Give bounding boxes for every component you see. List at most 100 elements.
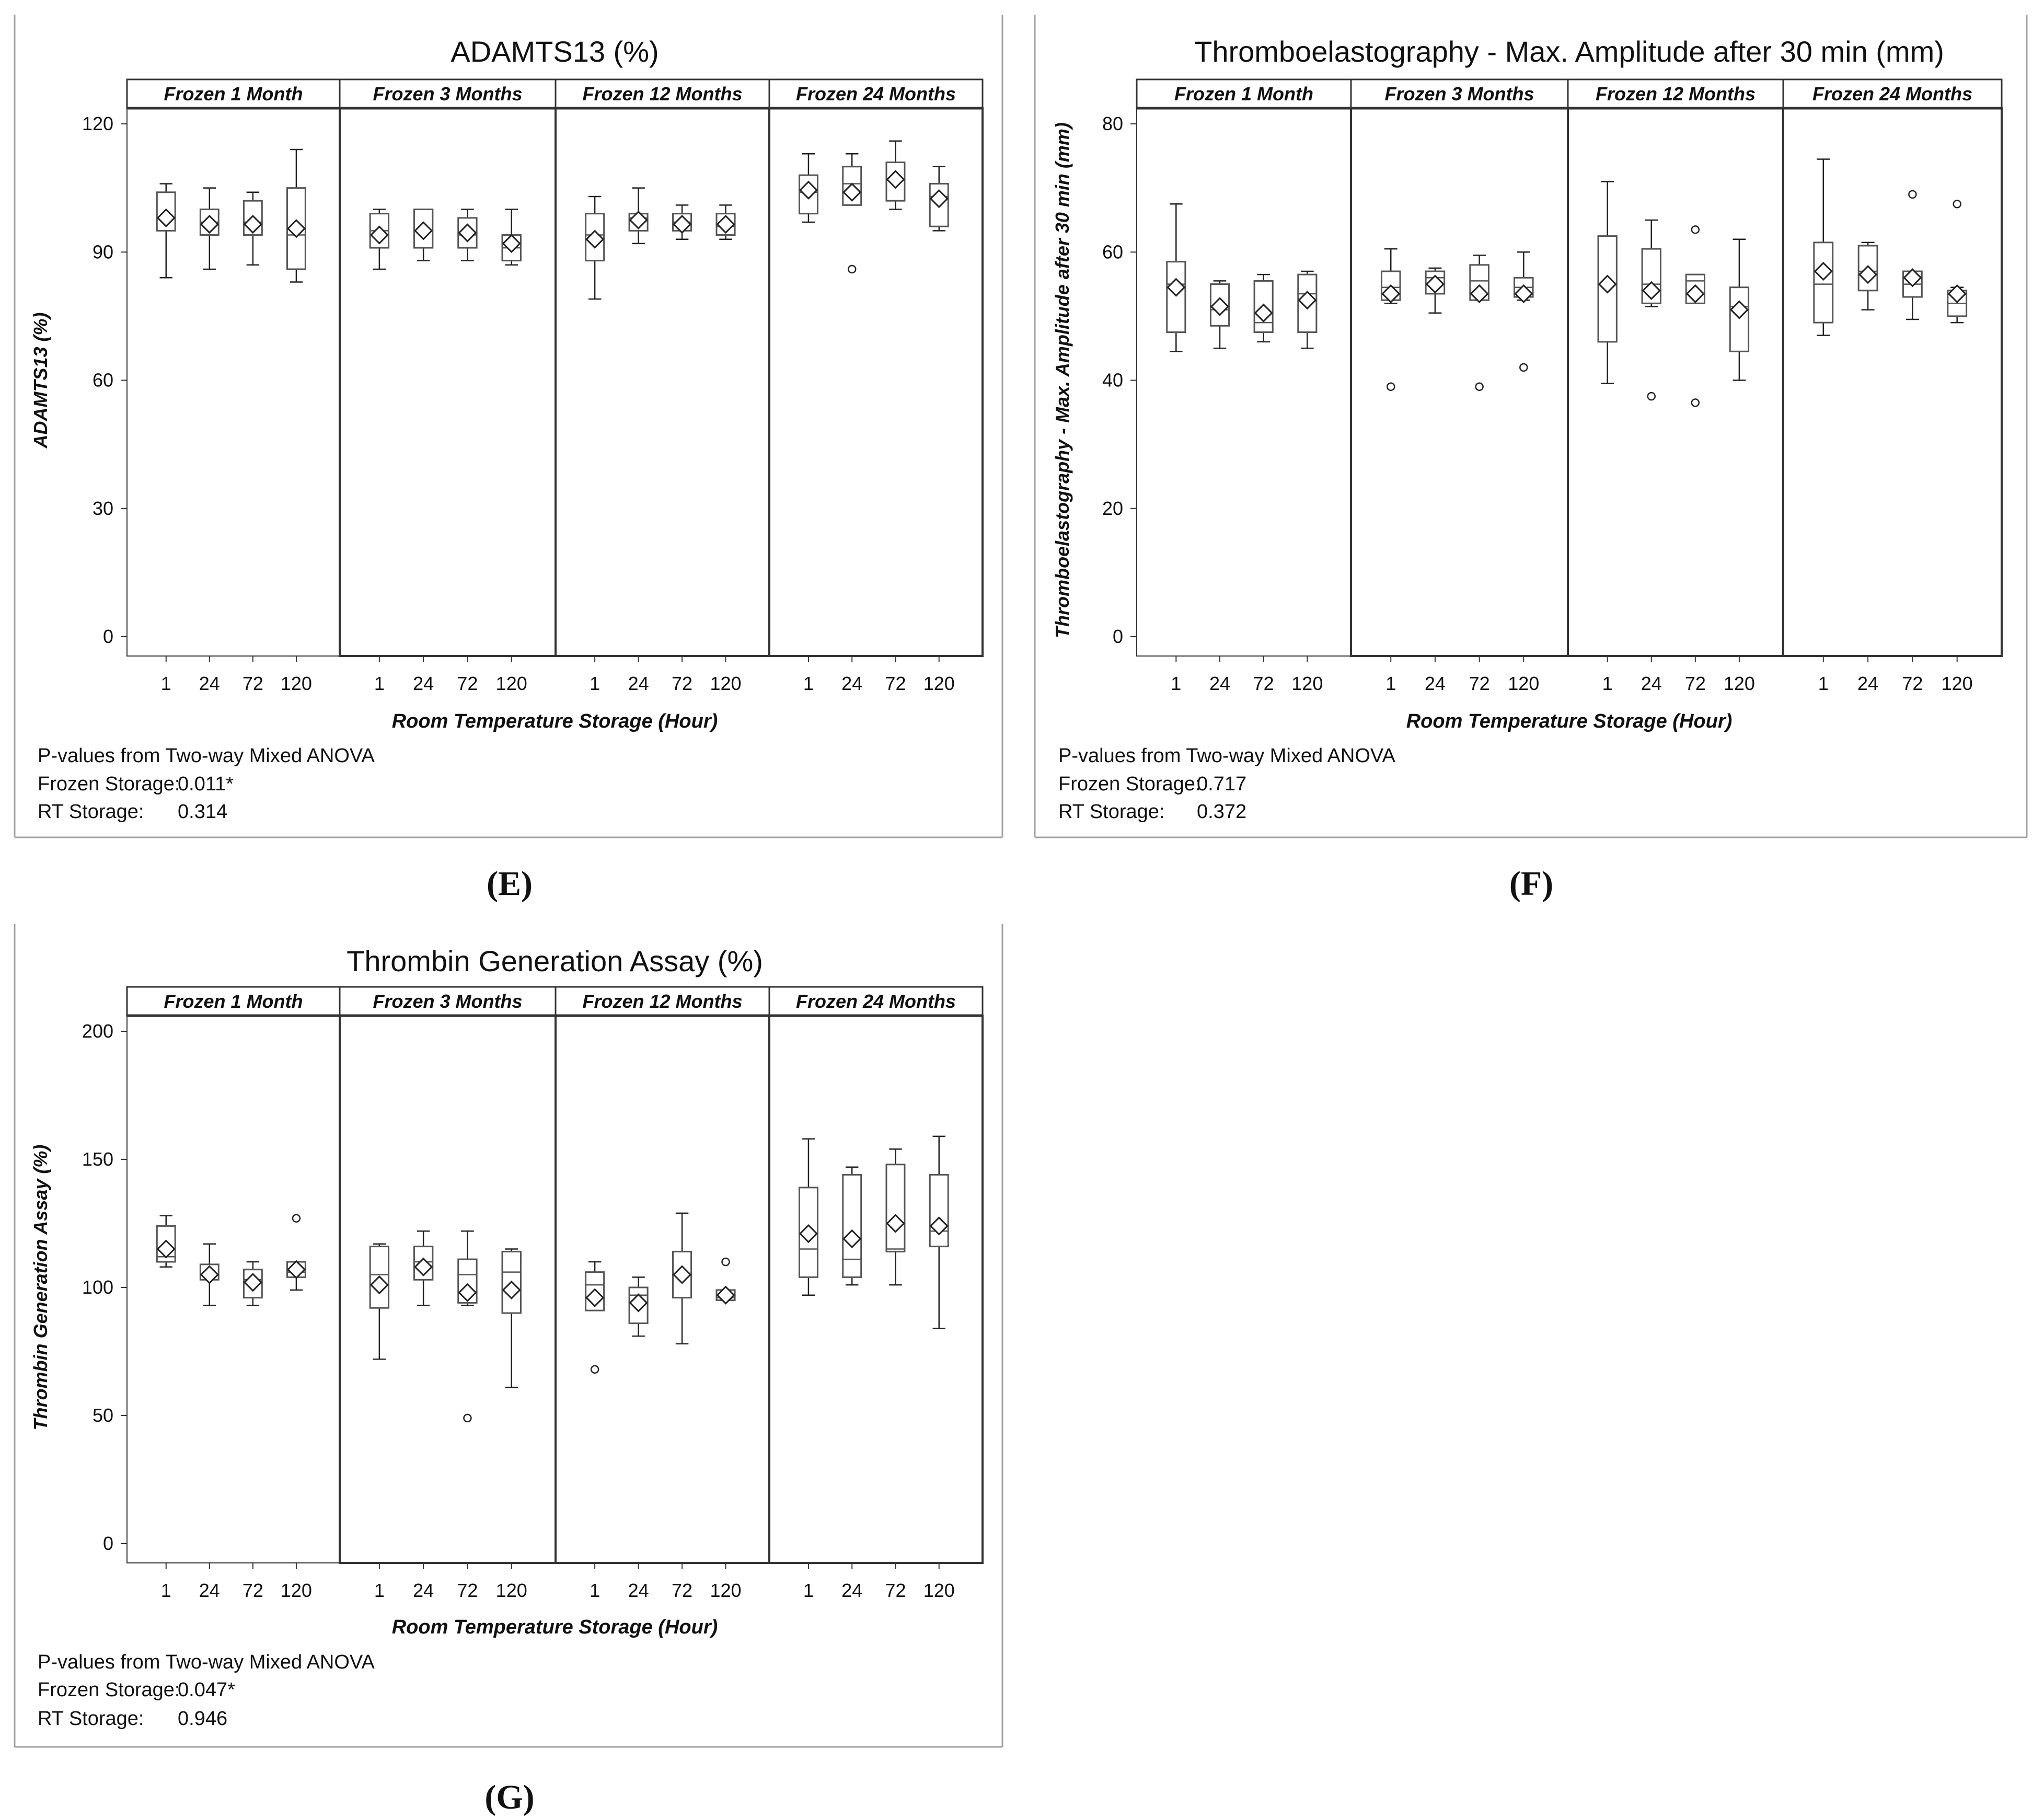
box-120: 120: [1942, 200, 1973, 694]
facet-4: Frozen 24 Months 1 24 72 120: [768, 78, 984, 694]
box-72: 72: [242, 191, 263, 694]
facet-3: Frozen 12 Months 1 24 72 120: [1567, 78, 1784, 694]
mean-marker: [585, 229, 605, 249]
facet-1: Frozen 1 Month 1 24 72 120: [126, 986, 341, 1601]
facet-2: Frozen 3 Months 1 24 72 120: [339, 78, 557, 694]
mean-marker: [369, 1275, 389, 1295]
frozen-storage-label: Frozen Storage:: [1058, 773, 1200, 795]
facet-plot-area: [768, 1015, 984, 1564]
x-tick-label: 24: [199, 673, 220, 694]
frozen-storage-label: Frozen Storage:: [38, 1679, 180, 1701]
x-tick-label: 24: [413, 1580, 434, 1601]
x-tick-label: 24: [628, 673, 649, 694]
box-24: 24: [841, 153, 862, 694]
x-tick-label: 72: [1902, 673, 1923, 694]
outlier-point: [590, 1365, 599, 1374]
y-axis-label: Thromboelastography - Max. Amplitude aft…: [1052, 122, 1073, 638]
mean-marker: [243, 1273, 262, 1292]
mean-marker: [414, 221, 433, 240]
facet-plot-area: [1136, 108, 1352, 657]
box-120: 120: [1508, 251, 1539, 694]
footnote-title: P-values from Two-way Mixed ANOVA: [38, 1651, 375, 1673]
mean-marker: [458, 223, 477, 243]
mean-marker: [1685, 284, 1705, 304]
facet-strip: [555, 78, 770, 109]
x-tick-label: 24: [199, 1580, 220, 1601]
mean-marker: [1167, 278, 1186, 297]
panel-label: (G): [484, 1778, 534, 1816]
box-24: 24: [199, 1243, 220, 1601]
x-tick-label: 24: [1209, 673, 1230, 694]
mean-marker: [200, 1265, 219, 1284]
mean-marker: [929, 1216, 949, 1236]
outlier-point: [1475, 382, 1484, 392]
facet-strip: [1136, 78, 1352, 109]
chart-title: Thromboelastography - Max. Amplitude aft…: [1194, 35, 1944, 68]
frozen-storage-p-value: 0.717: [1197, 773, 1246, 795]
mean-marker: [842, 182, 862, 202]
x-tick-label: 120: [923, 1580, 955, 1601]
box-24: 24: [1641, 219, 1662, 694]
iqr-box: [929, 1173, 949, 1248]
facet-label: Frozen 3 Months: [373, 83, 523, 105]
outlier-point: [292, 1214, 301, 1223]
x-tick-label: 1: [1602, 673, 1613, 694]
chart-title: ADAMTS13 (%): [451, 35, 659, 68]
x-tick-label: 24: [413, 673, 434, 694]
chart-panel-g: Thrombin Generation Assay (%)Frozen 1 Mo…: [14, 924, 1003, 1748]
x-tick-label: 120: [1508, 673, 1539, 694]
mean-marker: [886, 1214, 905, 1233]
box-24: 24: [841, 1166, 862, 1601]
box-1: 1: [585, 1261, 605, 1601]
rt-storage-label: RT Storage:: [1058, 801, 1165, 823]
mean-marker: [1210, 297, 1230, 316]
mean-marker: [1298, 291, 1317, 310]
chart-panel-f: Thromboelastography - Max. Amplitude aft…: [1034, 15, 2028, 838]
facet-strip: [126, 78, 341, 109]
facet-label: Frozen 24 Months: [1812, 83, 1972, 105]
rt-storage-p-value: 0.372: [1197, 801, 1246, 823]
box-24: 24: [199, 187, 220, 694]
mean-marker: [458, 1283, 477, 1302]
mean-marker: [502, 1280, 521, 1300]
mean-marker: [1903, 268, 1922, 287]
x-tick-label: 1: [1385, 673, 1396, 694]
y-tick-label: 80: [1102, 113, 1123, 134]
mean-marker: [585, 1288, 605, 1307]
frozen-storage-label: Frozen Storage:: [38, 773, 180, 795]
box-120: 120: [281, 148, 312, 694]
x-tick-label: 120: [496, 673, 527, 694]
facet-label: Frozen 1 Month: [164, 991, 303, 1012]
y-tick-label: 30: [93, 498, 113, 519]
frozen-storage-p-value: 0.047*: [178, 1679, 235, 1701]
box-72: 72: [885, 140, 906, 694]
facet-3: Frozen 12 Months 1 24 72 120: [555, 78, 770, 694]
box-120: 120: [710, 204, 742, 694]
mean-marker: [243, 214, 262, 234]
x-tick-label: 120: [1724, 673, 1755, 694]
box-1: 1: [798, 1138, 818, 1601]
x-tick-label: 120: [281, 673, 312, 694]
mean-marker: [1814, 261, 1833, 281]
box-72: 72: [672, 1212, 692, 1601]
x-tick-label: 120: [1291, 673, 1323, 694]
x-tick-label: 72: [1469, 673, 1490, 694]
x-tick-label: 72: [457, 673, 478, 694]
y-tick-label: 0: [1113, 626, 1123, 647]
x-tick-label: 24: [841, 1580, 862, 1601]
box-120: 120: [496, 1248, 527, 1601]
x-tick-label: 24: [1425, 673, 1446, 694]
x-tick-label: 24: [1641, 673, 1662, 694]
x-tick-label: 1: [1818, 673, 1829, 694]
p-value-footnote: P-values from Two-way Mixed ANOVA Frozen …: [38, 1651, 375, 1730]
outlier-point: [1953, 200, 1961, 209]
chart-title: Thrombin Generation Assay (%): [347, 945, 763, 977]
box-24: 24: [628, 1276, 649, 1601]
box-72: 72: [885, 1148, 906, 1601]
box-120: 120: [923, 166, 955, 694]
mean-marker: [799, 1224, 818, 1244]
y-tick-label: 150: [82, 1148, 113, 1170]
facet-strip: [768, 78, 984, 109]
mean-marker: [286, 1260, 306, 1279]
